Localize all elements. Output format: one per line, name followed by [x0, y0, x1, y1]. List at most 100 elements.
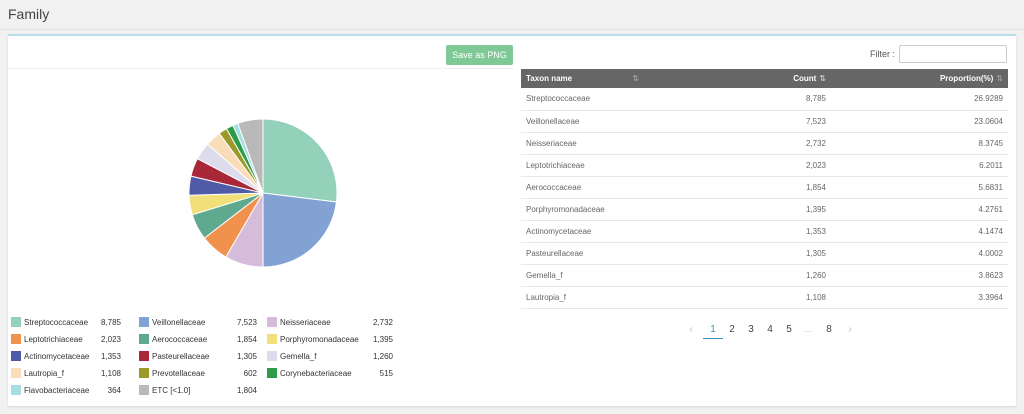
- count-cell: 1,305: [676, 242, 831, 265]
- legend-label: Leptotrichiaceae: [24, 335, 83, 344]
- pie-slice-veillonellaceae[interactable]: [262, 192, 338, 268]
- page-title: Family: [8, 6, 50, 22]
- table-row[interactable]: Pasteurellaceae 1,305 4.0002: [521, 242, 1008, 265]
- proportion-cell: 3.8623: [831, 264, 1008, 287]
- legend-count: 1,395: [372, 335, 393, 344]
- count-cell: 1,854: [676, 176, 831, 199]
- legend-swatch: [267, 334, 277, 344]
- taxon-name-cell: Gemella_f: [521, 264, 676, 287]
- count-cell: 1,353: [676, 220, 831, 243]
- legend-item[interactable]: Corynebacteriaceae 515: [267, 367, 393, 381]
- legend-item[interactable]: Neisseriaceae 2,732: [267, 316, 393, 330]
- table-row[interactable]: Aerococcaceae 1,854 5.6831: [521, 176, 1008, 199]
- sort-icon: ⇅: [632, 74, 639, 83]
- legend-item[interactable]: Veillonellaceae 7,523: [139, 316, 257, 330]
- legend-label: Lautropia_f: [24, 369, 65, 378]
- sort-desc-icon: ⇅: [819, 74, 826, 83]
- legend-swatch: [11, 368, 21, 378]
- page-3-button[interactable]: 3: [748, 324, 754, 335]
- legend-item[interactable]: Actinomycetaceae 1,353: [11, 350, 121, 364]
- legend-item[interactable]: ETC [<1.0] 1,804: [139, 384, 257, 398]
- page-5-button[interactable]: 5: [786, 324, 792, 335]
- legend-label: Veillonellaceae: [152, 318, 206, 327]
- header-taxon-name-label: Taxon name: [526, 74, 573, 83]
- legend-label: Gemella_f: [280, 352, 317, 361]
- legend-label: Streptococcaceae: [24, 318, 89, 327]
- legend-label: Actinomycetaceae: [24, 352, 90, 361]
- header-proportion-label: Proportion(%): [939, 74, 994, 83]
- legend-swatch: [11, 385, 21, 395]
- filter-input[interactable]: [899, 45, 1007, 63]
- legend-item[interactable]: Pasteurellaceae 1,305: [139, 350, 257, 364]
- filter-label: Filter :: [870, 49, 896, 59]
- chart-toolbar-divider: [8, 68, 513, 69]
- legend-item[interactable]: Prevotellaceae 602: [139, 367, 257, 381]
- legend-swatch: [267, 368, 277, 378]
- count-cell: 8,785: [676, 88, 831, 111]
- legend-swatch: [139, 334, 149, 344]
- legend-swatch: [267, 351, 277, 361]
- page-4-button[interactable]: 4: [767, 324, 773, 335]
- legend-label: Corynebacteriaceae: [280, 369, 352, 378]
- page-2-button[interactable]: 2: [729, 324, 735, 335]
- table-row[interactable]: Gemella_f 1,260 3.8623: [521, 264, 1008, 287]
- table-row[interactable]: Neisseriaceae 2,732 8.3745: [521, 132, 1008, 155]
- legend-swatch: [11, 334, 21, 344]
- table-row[interactable]: Porphyromonadaceae 1,395 4.2761: [521, 198, 1008, 221]
- legend-count: 1,854: [236, 335, 257, 344]
- legend-item[interactable]: Flavobacteriaceae 364: [11, 384, 121, 398]
- next-page-button[interactable]: ›: [848, 324, 852, 335]
- legend-swatch: [139, 317, 149, 327]
- family-card: Save as PNG Filter : Streptococcaceae 8,7…: [8, 34, 1016, 406]
- taxon-name-cell: Actinomycetaceae: [521, 220, 676, 243]
- legend-item[interactable]: Gemella_f 1,260: [267, 350, 393, 364]
- legend-count: 515: [379, 369, 393, 378]
- header-count-label: Count: [793, 74, 817, 83]
- legend-item[interactable]: Porphyromonadaceae 1,395: [267, 333, 393, 347]
- table-row[interactable]: Veillonellaceae 7,523 23.0604: [521, 110, 1008, 133]
- table-row[interactable]: Actinomycetaceae 1,353 4.1474: [521, 220, 1008, 243]
- page-8-button[interactable]: 8: [826, 324, 832, 335]
- legend-item[interactable]: Lautropia_f 1,108: [11, 367, 121, 381]
- legend-label: Prevotellaceae: [152, 369, 205, 378]
- taxon-name-cell: Lautropia_f: [521, 286, 676, 309]
- header-taxon-name[interactable]: Taxon name ⇅: [521, 69, 676, 88]
- legend-label: Pasteurellaceae: [152, 352, 210, 361]
- title-divider: [0, 29, 1024, 30]
- count-cell: 1,260: [676, 264, 831, 287]
- taxon-name-cell: Streptococcaceae: [521, 88, 676, 111]
- taxon-table: Taxon name ⇅ Count ⇅ Proportion(%) ⇅ Strept…: [521, 69, 1008, 309]
- legend-label: Porphyromonadaceae: [280, 335, 359, 344]
- prev-page-button[interactable]: ‹: [689, 324, 693, 335]
- legend-count: 1,353: [100, 352, 121, 361]
- legend-item[interactable]: Streptococcaceae 8,785: [11, 316, 121, 330]
- legend-item[interactable]: Aerococcaceae 1,854: [139, 333, 257, 347]
- legend-swatch: [11, 317, 21, 327]
- legend-swatch: [267, 317, 277, 327]
- taxon-name-cell: Veillonellaceae: [521, 110, 676, 133]
- legend-item[interactable]: Leptotrichiaceae 2,023: [11, 333, 121, 347]
- proportion-cell: 26.9289: [831, 88, 1008, 111]
- pie-slice-streptococcaceae[interactable]: [262, 118, 338, 203]
- count-cell: 2,023: [676, 154, 831, 177]
- family-pie-chart: [188, 118, 338, 268]
- legend-label: Neisseriaceae: [280, 318, 331, 327]
- save-as-png-button[interactable]: Save as PNG: [446, 45, 513, 65]
- legend-count: 8,785: [100, 318, 121, 327]
- count-cell: 1,108: [676, 286, 831, 309]
- legend-count: 1,260: [372, 352, 393, 361]
- page-1-button[interactable]: 1: [703, 321, 723, 339]
- legend-count: 1,804: [236, 386, 257, 395]
- proportion-cell: 4.1474: [831, 220, 1008, 243]
- table-row[interactable]: Leptotrichiaceae 2,023 6.2011: [521, 154, 1008, 177]
- table-row[interactable]: Streptococcaceae 8,785 26.9289: [521, 88, 1008, 111]
- proportion-cell: 4.0002: [831, 242, 1008, 265]
- legend-count: 2,023: [100, 335, 121, 344]
- count-cell: 2,732: [676, 132, 831, 155]
- pie-slice-etc-1-0[interactable]: [237, 118, 264, 194]
- header-proportion[interactable]: Proportion(%) ⇅: [831, 69, 1008, 88]
- legend-count: 2,732: [372, 318, 393, 327]
- table-row[interactable]: Lautropia_f 1,108 3.3964: [521, 286, 1008, 309]
- proportion-cell: 3.3964: [831, 286, 1008, 309]
- header-count[interactable]: Count ⇅: [676, 69, 831, 88]
